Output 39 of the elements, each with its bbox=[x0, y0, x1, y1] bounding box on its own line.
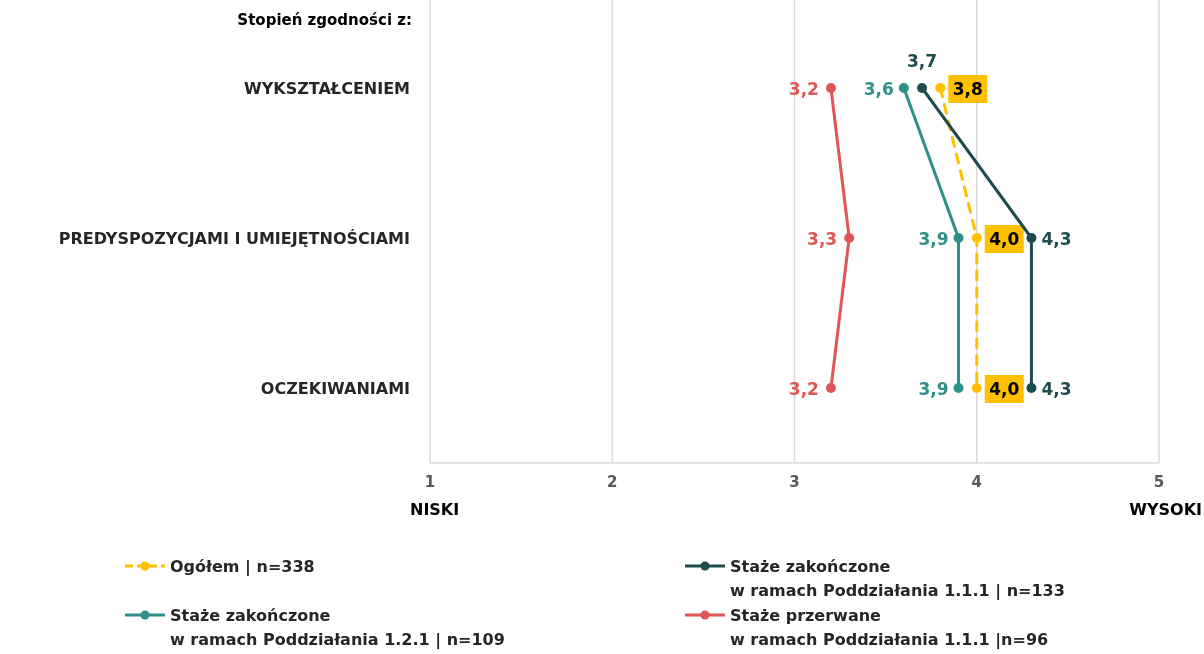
y-tick-label: PREDYSPOZYCJAMI I UMIEJĘTNOŚCIAMI bbox=[58, 228, 410, 248]
point bbox=[898, 83, 909, 93]
data-label: 3,3 bbox=[807, 229, 838, 249]
x-tick-label: 2 bbox=[607, 473, 618, 491]
point bbox=[953, 233, 964, 243]
point bbox=[825, 83, 836, 93]
text: WYSOKI bbox=[1129, 500, 1202, 519]
data-label: 3,2 bbox=[788, 79, 819, 99]
x-tick-label: 3 bbox=[789, 473, 800, 491]
x-tick-label: 1 bbox=[424, 473, 436, 491]
legend-label: Staże zakończone w ramach Poddziałania 1.2.1 | n=109 bbox=[170, 605, 505, 650]
data-label: 4,0 bbox=[989, 229, 1020, 249]
y-tick-label: WYKSZTAŁCENIEM bbox=[244, 78, 410, 98]
data-label: 4,0 bbox=[989, 379, 1020, 399]
point bbox=[1026, 383, 1037, 393]
data-label: 3,2 bbox=[788, 379, 819, 399]
text: Stopień zgodności z: bbox=[237, 11, 412, 29]
data-label: 3,8 bbox=[952, 79, 983, 99]
point bbox=[844, 233, 855, 243]
point bbox=[971, 383, 982, 393]
point bbox=[935, 83, 946, 93]
data-label: 4,3 bbox=[1041, 379, 1072, 399]
x-tick-label: 4 bbox=[971, 473, 982, 491]
data-label: 3,6 bbox=[863, 79, 894, 99]
text: NISKI bbox=[410, 500, 460, 519]
point bbox=[953, 383, 964, 393]
point bbox=[917, 83, 928, 93]
data-label: 3,7 bbox=[907, 51, 938, 71]
data-label: 4,3 bbox=[1041, 229, 1072, 249]
legend-label: Staże zakończone w ramach Poddziałania 1.1.1 | n=133 bbox=[730, 556, 1065, 601]
data-label: 3,9 bbox=[918, 379, 949, 399]
data-label: 3,9 bbox=[918, 229, 949, 249]
legend-label: Ogółem | n=338 bbox=[170, 556, 315, 577]
y-tick-label: OCZEKIWANIAMI bbox=[260, 378, 410, 398]
point bbox=[1026, 233, 1037, 243]
legend-label: Staże przerwane w ramach Poddziałania 1.1.1 |n=96 bbox=[730, 605, 1049, 650]
point bbox=[825, 383, 836, 393]
x-tick-label: 5 bbox=[1153, 473, 1165, 491]
point bbox=[971, 233, 982, 243]
